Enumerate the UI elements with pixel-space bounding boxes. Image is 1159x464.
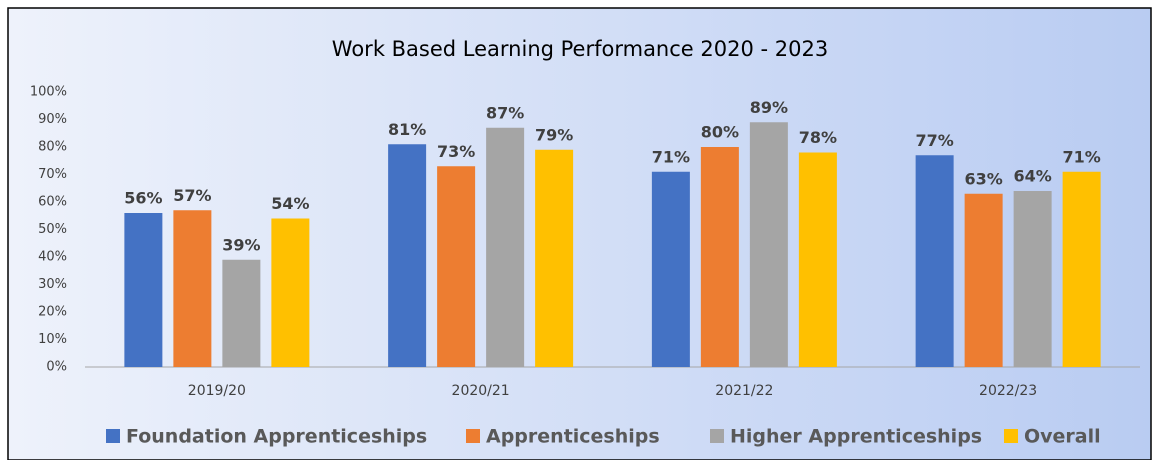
legend-label: Higher Apprenticeships <box>730 426 982 448</box>
data-label: 57% <box>173 186 211 205</box>
legend-label: Overall <box>1024 426 1101 448</box>
bar <box>437 166 476 367</box>
y-tick-label: 30% <box>38 277 67 292</box>
bar <box>700 147 739 367</box>
data-label: 39% <box>222 235 260 254</box>
bar <box>271 218 310 367</box>
data-label: 87% <box>486 103 524 122</box>
data-label: 71% <box>1062 147 1100 166</box>
data-label: 89% <box>750 98 788 117</box>
y-tick-label: 10% <box>38 332 67 347</box>
data-label: 54% <box>271 194 309 213</box>
bar <box>798 152 837 367</box>
bar <box>1062 171 1101 367</box>
data-label: 64% <box>1013 167 1051 186</box>
data-label: 77% <box>915 131 953 150</box>
data-label: 73% <box>437 142 475 161</box>
bar <box>1013 191 1052 367</box>
data-label: 71% <box>652 147 690 166</box>
bar <box>388 144 427 367</box>
data-label: 63% <box>964 169 1002 188</box>
y-tick-label: 90% <box>38 112 67 127</box>
x-tick-label: 2019/20 <box>188 383 246 399</box>
bar <box>915 155 954 367</box>
data-label: 81% <box>388 120 426 139</box>
bar <box>964 193 1003 367</box>
bar <box>486 127 525 367</box>
bar <box>535 149 574 367</box>
bar <box>222 259 261 367</box>
bar <box>651 171 690 367</box>
data-label: 79% <box>535 125 573 144</box>
y-tick-label: 80% <box>38 140 67 155</box>
data-label: 80% <box>701 123 739 142</box>
bar <box>173 210 212 367</box>
legend-swatch <box>1004 429 1018 443</box>
data-label: 78% <box>799 128 837 147</box>
x-tick-label: 2020/21 <box>452 383 510 399</box>
y-tick-label: 0% <box>46 360 67 375</box>
legend-swatch <box>710 429 724 443</box>
data-label: 56% <box>124 189 162 208</box>
y-tick-label: 50% <box>38 222 67 237</box>
y-tick-label: 100% <box>30 85 67 100</box>
x-tick-label: 2021/22 <box>715 383 773 399</box>
y-tick-label: 40% <box>38 250 67 265</box>
legend-label: Apprenticeships <box>486 426 660 448</box>
legend-swatch <box>466 429 480 443</box>
bar <box>124 213 163 367</box>
y-tick-label: 70% <box>38 167 67 182</box>
y-tick-label: 20% <box>38 305 67 320</box>
legend-label: Foundation Apprenticeships <box>126 426 427 448</box>
x-tick-label: 2022/23 <box>979 383 1037 399</box>
y-tick-label: 60% <box>38 195 67 210</box>
legend-swatch <box>106 429 120 443</box>
bar <box>749 122 788 367</box>
chart-title: Work Based Learning Performance 2020 - 2… <box>332 37 828 61</box>
